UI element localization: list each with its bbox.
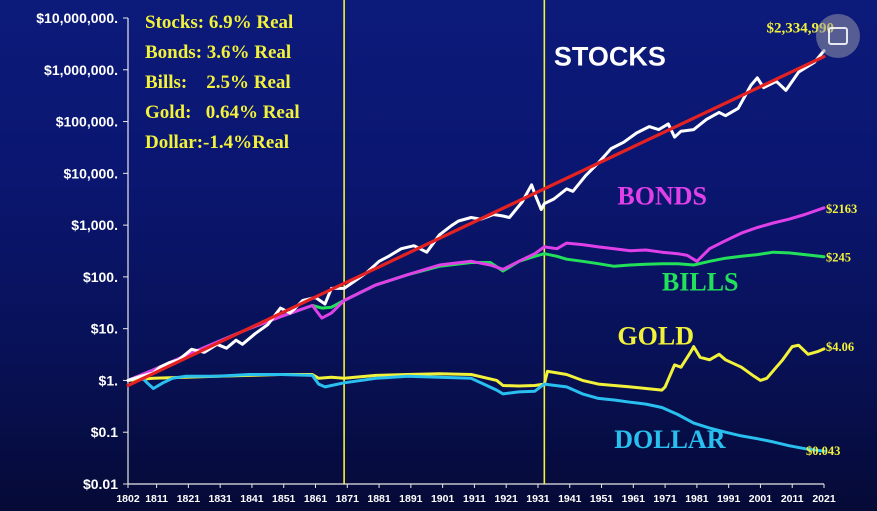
x-tick-label: 1802 bbox=[116, 493, 140, 505]
y-tick-label: $10. bbox=[91, 321, 118, 337]
x-tick-label: 1841 bbox=[240, 493, 264, 505]
y-tick-label: $0.01 bbox=[83, 476, 118, 492]
x-tick-label: 1931 bbox=[526, 493, 550, 505]
y-tick-label: $10,000,000. bbox=[36, 10, 118, 26]
y-tick-label: $1,000. bbox=[71, 217, 118, 233]
y-tick-label: $1,000,000. bbox=[44, 62, 118, 78]
bonds-end-value: $2163 bbox=[826, 202, 857, 216]
x-tick-label: 1891 bbox=[399, 493, 423, 505]
real-return-stat: Dollar:-1.4%Real bbox=[145, 132, 289, 153]
real-return-stat: Bills: 2.5% Real bbox=[145, 72, 291, 93]
y-tick-label: $100. bbox=[83, 269, 118, 285]
dollar-end-value: $0.043 bbox=[806, 444, 840, 458]
real-return-stat: Stocks: 6.9% Real bbox=[145, 12, 293, 33]
x-tick-label: 2011 bbox=[781, 493, 804, 505]
x-tick-label: 1871 bbox=[336, 493, 360, 505]
overlay-corner-icon[interactable] bbox=[816, 14, 860, 58]
y-tick-label: $10,000. bbox=[64, 165, 119, 181]
stocks-series-line bbox=[126, 49, 826, 382]
x-tick-label: 1991 bbox=[717, 493, 741, 505]
bonds-series-name: BONDS bbox=[617, 182, 707, 211]
x-tick-label: 1951 bbox=[590, 493, 614, 505]
x-tick-label: 1851 bbox=[272, 493, 296, 505]
x-tick-label: 1981 bbox=[685, 493, 709, 505]
y-tick-label: $100,000. bbox=[56, 114, 118, 130]
real-return-stat: Gold: 0.64% Real bbox=[145, 102, 300, 123]
x-tick-label: 1961 bbox=[622, 493, 646, 505]
x-tick-label: 2021 bbox=[812, 493, 836, 505]
bills-end-value: $245 bbox=[826, 251, 851, 265]
real-return-stat: Bonds: 3.6% Real bbox=[145, 42, 291, 63]
y-tick-label: $1. bbox=[99, 372, 118, 388]
x-tick-label: 1821 bbox=[177, 493, 201, 505]
x-tick-label: 1971 bbox=[653, 493, 677, 505]
x-tick-label: 1941 bbox=[558, 493, 582, 505]
gold-end-value: $4.06 bbox=[826, 340, 854, 354]
x-tick-label: 1861 bbox=[304, 493, 328, 505]
gold-series-name: GOLD bbox=[617, 321, 694, 350]
bonds-series-line bbox=[126, 206, 826, 382]
dollar-series-name: DOLLAR bbox=[614, 425, 725, 454]
x-tick-label: 1811 bbox=[145, 493, 168, 505]
stocks-series-name: STOCKS bbox=[554, 42, 666, 72]
y-tick-label: $0.1 bbox=[91, 424, 118, 440]
x-tick-label: 1831 bbox=[208, 493, 232, 505]
trend-line bbox=[126, 55, 826, 388]
dollar-series-line bbox=[126, 373, 826, 453]
x-tick-label: 1901 bbox=[431, 493, 455, 505]
x-tick-label: 2001 bbox=[749, 493, 773, 505]
x-tick-label: 1921 bbox=[495, 493, 519, 505]
gold-series-line bbox=[126, 343, 826, 392]
x-tick-label: 1881 bbox=[367, 493, 391, 505]
bills-series-name: BILLS bbox=[662, 267, 739, 296]
x-tick-label: 1911 bbox=[463, 493, 486, 505]
